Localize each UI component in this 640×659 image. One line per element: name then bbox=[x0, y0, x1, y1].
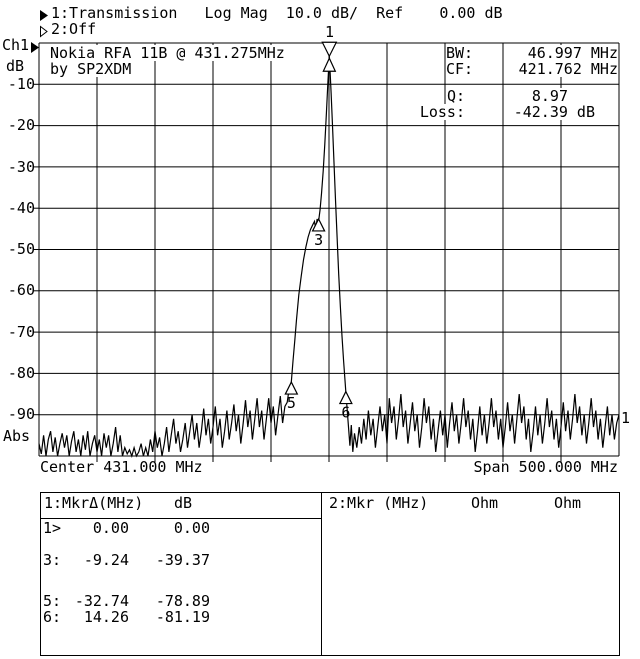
loss-label: Loss: bbox=[419, 103, 465, 121]
y-tick-label: -60 bbox=[7, 281, 35, 299]
bw-value: 46.997 MHz bbox=[527, 44, 618, 62]
mkr2-ohm-header-2: Ohm bbox=[554, 494, 582, 512]
q-label: Q: bbox=[446, 87, 465, 105]
table-row-delta-mhz: 0.00 bbox=[92, 519, 129, 537]
marker-label: 6 bbox=[341, 404, 350, 422]
table-row-delta-db: -78.89 bbox=[155, 592, 210, 610]
trace2-open-arrow-icon bbox=[40, 24, 48, 40]
trace1-active-arrow-icon bbox=[40, 8, 48, 24]
table-row-delta-db: 0.00 bbox=[173, 519, 210, 537]
bw-label: BW: bbox=[446, 44, 474, 62]
annotation-line2: by SP2XDM bbox=[50, 60, 132, 78]
marker-triangle-icon bbox=[284, 380, 299, 395]
y-tick-label: -30 bbox=[7, 158, 35, 176]
y-tick-label: -20 bbox=[7, 116, 35, 134]
table-divider bbox=[321, 493, 322, 655]
marker-readout-table: 1:MkrΔ(MHz) dB 1> 0.00 0.00 3: -9.24 -39… bbox=[40, 492, 620, 656]
y-tick-label: -10 bbox=[7, 75, 35, 93]
mkr2-table-header: 2:Mkr (MHz) bbox=[329, 494, 429, 512]
marker-label: 5 bbox=[287, 394, 296, 412]
y-tick-label: -50 bbox=[7, 240, 35, 258]
trace2-status-line: 2:Off bbox=[51, 20, 97, 38]
table-row-delta-db: -39.37 bbox=[155, 551, 210, 569]
table-row-marker-id: 3: bbox=[43, 551, 62, 569]
cf-value: 421.762 MHz bbox=[518, 60, 618, 78]
y-tick-label: -70 bbox=[7, 323, 35, 341]
table-header-underline bbox=[41, 518, 321, 519]
center-frequency-label: Center 431.000 MHz bbox=[40, 458, 203, 476]
channel-label: Ch1 bbox=[2, 36, 30, 54]
y-tick-label: -80 bbox=[7, 364, 35, 382]
channel-arrow-icon bbox=[31, 40, 39, 56]
active-marker-triangle-icon bbox=[321, 41, 338, 58]
table-row-marker-id: 5: bbox=[43, 592, 62, 610]
table-row-marker-id: 6: bbox=[43, 608, 62, 626]
table-row-marker-id: 1> bbox=[43, 519, 62, 537]
loss-value: -42.39 dB bbox=[513, 103, 595, 121]
trace-number-indicator: 1 bbox=[621, 409, 631, 427]
table-row-delta-db: -81.19 bbox=[155, 608, 210, 626]
span-label: Span 500.000 MHz bbox=[473, 458, 619, 476]
y-axis-abs-label: Abs bbox=[3, 427, 31, 445]
mkr2-ohm-header-1: Ohm bbox=[471, 494, 499, 512]
table-row-delta-mhz: 14.26 bbox=[83, 608, 129, 626]
q-value: 8.97 bbox=[531, 87, 568, 105]
trace1-status-line: 1:Transmission Log Mag 10.0 dB/ Ref 0.00… bbox=[51, 4, 503, 22]
marker-triangle-icon bbox=[338, 390, 353, 405]
mkr1-table-header: 1:MkrΔ(MHz) bbox=[44, 494, 144, 512]
y-tick-label: -40 bbox=[7, 199, 35, 217]
measurement-graticule: 3 5 6 bbox=[33, 41, 620, 462]
y-axis-units-label: dB bbox=[6, 57, 25, 75]
y-tick-label: -90 bbox=[7, 405, 35, 423]
marker1-label: 1 bbox=[325, 23, 335, 41]
annotation-line1: Nokia RFA 11B @ 431.275MHz bbox=[50, 44, 285, 62]
cf-label: CF: bbox=[446, 60, 474, 78]
table-row-delta-mhz: -32.74 bbox=[74, 592, 129, 610]
table-row-delta-mhz: -9.24 bbox=[83, 551, 129, 569]
marker-triangle-icon bbox=[311, 217, 326, 232]
delta-reference-marker-triangle-icon bbox=[322, 56, 337, 72]
mkr1-table-db-header: dB bbox=[174, 494, 193, 512]
marker-label: 3 bbox=[314, 231, 323, 249]
